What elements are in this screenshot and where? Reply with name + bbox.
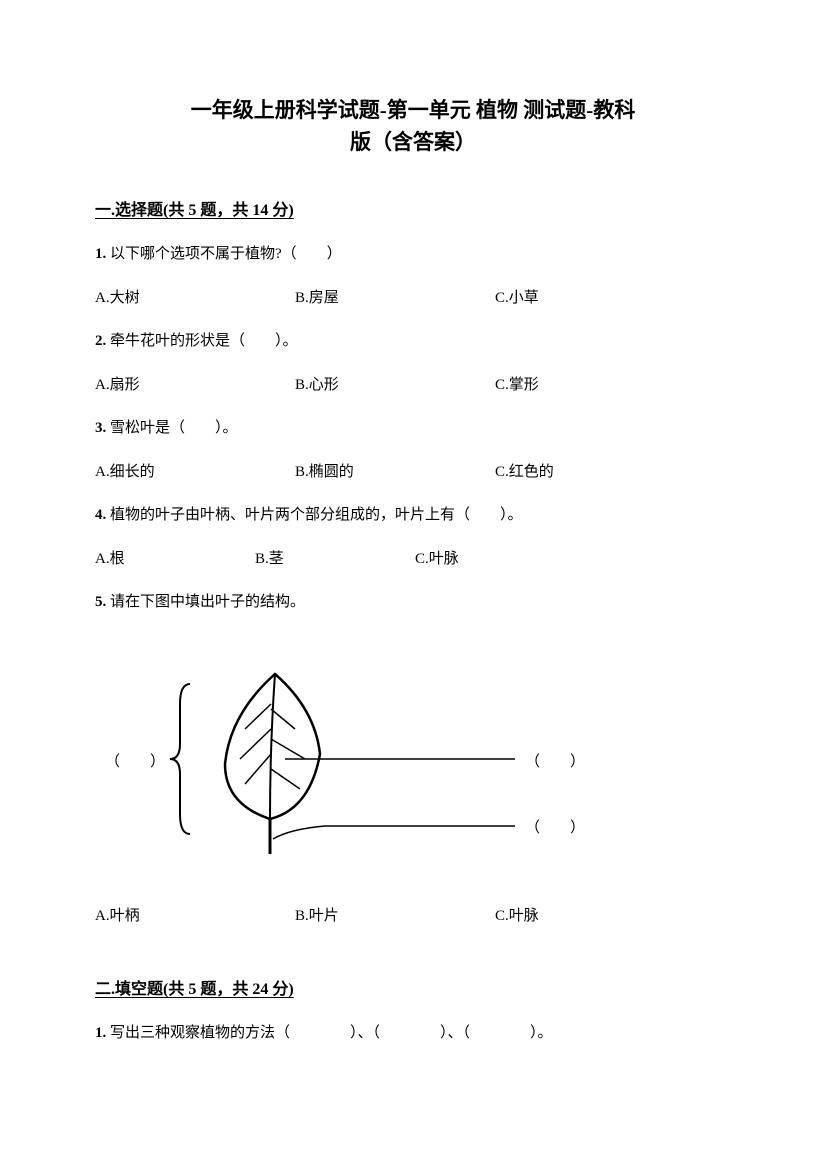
leaf-midrib-icon xyxy=(270,674,275,819)
q5-options: A.叶柄 B.叶片 C.叶脉 xyxy=(95,904,731,925)
q2-text: 牵牛花叶的形状是（ ）。 xyxy=(110,333,298,349)
q4-option-a: A.根 xyxy=(95,547,255,568)
q2-option-a: A.扇形 xyxy=(95,373,295,394)
q5-option-c: C.叶脉 xyxy=(495,904,539,925)
q5-text: 请在下图中填出叶子的结构。 xyxy=(110,594,305,610)
leaf-svg: （ ） （ ） （ ） xyxy=(95,654,655,864)
question-3: 3. 雪松叶是（ ）。 xyxy=(95,416,731,440)
q4-text: 植物的叶子由叶柄、叶片两个部分组成的，叶片上有（ ）。 xyxy=(110,507,523,523)
q3-number: 3. xyxy=(95,420,106,436)
q1-option-a: A.大树 xyxy=(95,286,295,307)
pointer-line-icon xyxy=(273,826,515,839)
leaf-diagram: （ ） （ ） （ ） xyxy=(95,654,731,874)
q5-option-a: A.叶柄 xyxy=(95,904,295,925)
q2-options: A.扇形 B.心形 C.掌形 xyxy=(95,373,731,394)
leaf-vein-icon xyxy=(240,729,271,759)
document-title: 一年级上册科学试题-第一单元 植物 测试题-教科 版（含答案） xyxy=(95,95,731,158)
q1-option-c: C.小草 xyxy=(495,286,539,307)
leaf-vein-icon xyxy=(271,709,295,729)
q1-options: A.大树 B.房屋 C.小草 xyxy=(95,286,731,307)
question-4: 4. 植物的叶子由叶柄、叶片两个部分组成的，叶片上有（ ）。 xyxy=(95,503,731,527)
q1-text: 以下哪个选项不属于植物?（ ） xyxy=(110,246,342,262)
section-1-header: 一.选择题(共 5 题，共 14 分) xyxy=(95,196,731,220)
question-2: 2. 牵牛花叶的形状是（ ）。 xyxy=(95,329,731,353)
q3-option-b: B.椭圆的 xyxy=(295,460,495,481)
leaf-vein-icon xyxy=(245,754,271,784)
title-line-1: 一年级上册科学试题-第一单元 植物 测试题-教科 xyxy=(95,95,731,127)
q2-1-text: 写出三种观察植物的方法（ ）、（ ）、（ ）。 xyxy=(110,1025,553,1041)
q4-option-b: B.茎 xyxy=(255,547,415,568)
q4-option-c: C.叶脉 xyxy=(415,547,459,568)
q5-number: 5. xyxy=(95,594,106,610)
diagram-blank-right-1: （ ） xyxy=(525,753,585,770)
question-1: 1. 以下哪个选项不属于植物?（ ） xyxy=(95,242,731,266)
q2-option-c: C.掌形 xyxy=(495,373,539,394)
title-line-2: 版（含答案） xyxy=(95,127,731,159)
q3-options: A.细长的 B.椭圆的 C.红色的 xyxy=(95,460,731,481)
q5-option-b: B.叶片 xyxy=(295,904,495,925)
q2-1-number: 1. xyxy=(95,1025,106,1041)
diagram-blank-left: （ ） xyxy=(105,753,165,770)
leaf-vein-icon xyxy=(271,739,305,759)
q2-option-b: B.心形 xyxy=(295,373,495,394)
q3-option-c: C.红色的 xyxy=(495,460,554,481)
question-2-1: 1. 写出三种观察植物的方法（ ）、（ ）、（ ）。 xyxy=(95,1021,731,1045)
leaf-vein-icon xyxy=(245,704,271,729)
leaf-outline-icon xyxy=(225,674,320,819)
brace-icon xyxy=(170,684,190,834)
q3-text: 雪松叶是（ ）。 xyxy=(110,420,238,436)
q4-number: 4. xyxy=(95,507,106,523)
question-5: 5. 请在下图中填出叶子的结构。 xyxy=(95,590,731,614)
leaf-vein-icon xyxy=(271,769,300,789)
q2-number: 2. xyxy=(95,333,106,349)
q3-option-a: A.细长的 xyxy=(95,460,295,481)
q4-options: A.根 B.茎 C.叶脉 xyxy=(95,547,731,568)
section-2-header: 二.填空题(共 5 题，共 24 分) xyxy=(95,975,731,999)
q1-option-b: B.房屋 xyxy=(295,286,495,307)
diagram-blank-right-2: （ ） xyxy=(525,819,585,836)
q1-number: 1. xyxy=(95,246,106,262)
